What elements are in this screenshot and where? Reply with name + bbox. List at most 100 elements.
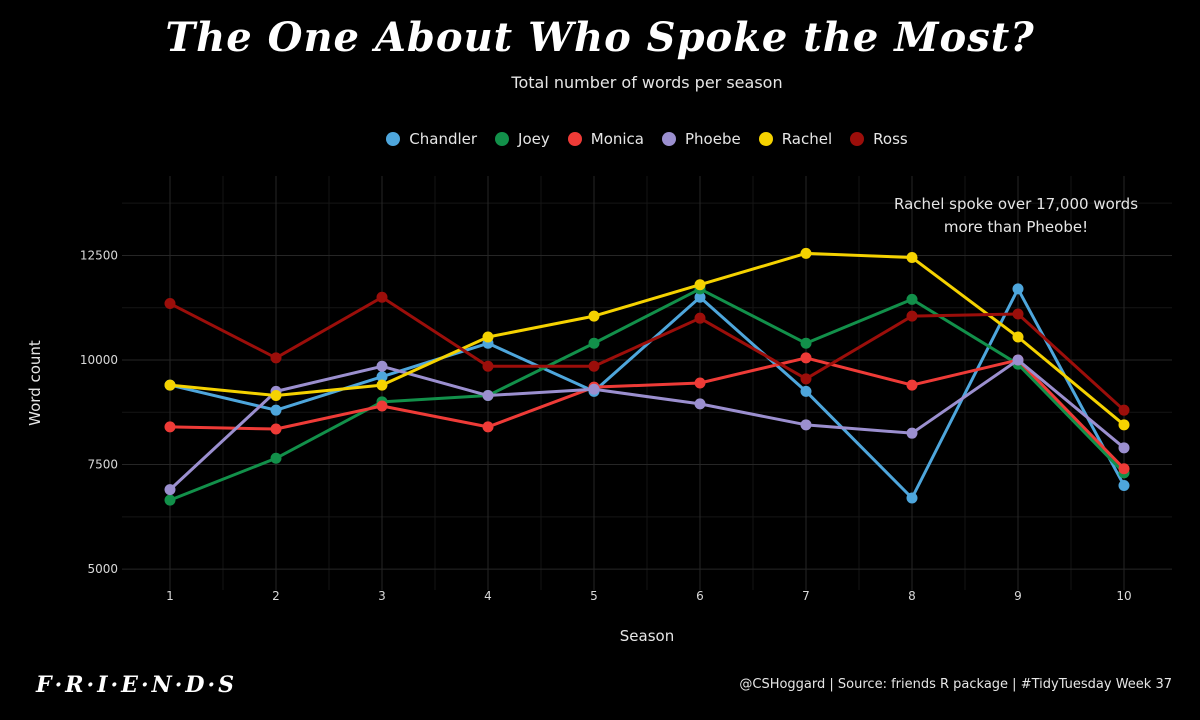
legend-swatch xyxy=(758,132,773,146)
data-point-ross xyxy=(1118,404,1130,416)
x-tick-label: 3 xyxy=(378,589,386,603)
data-point-rachel xyxy=(164,379,176,391)
legend-label: Rachel xyxy=(781,130,833,148)
legend: Chandler Joey Monica Phoebe Rachel Ross xyxy=(0,130,1200,148)
data-point-ross xyxy=(694,312,706,324)
series-line-rachel xyxy=(168,251,1126,427)
data-point-ross xyxy=(1012,308,1024,320)
annotation-line-2: more than Pheobe! xyxy=(943,218,1089,236)
data-point-chandler xyxy=(1118,479,1130,491)
y-tick-label: 7500 xyxy=(87,458,118,472)
legend-swatch xyxy=(495,132,510,146)
data-point-chandler xyxy=(376,371,388,383)
legend-label: Ross xyxy=(873,130,908,148)
x-tick-label: 1 xyxy=(166,589,174,603)
x-tick-label: 9 xyxy=(1014,589,1022,603)
data-point-ross xyxy=(270,352,282,364)
annotation: Rachel spoke over 17,000 words more than… xyxy=(880,193,1152,239)
x-axis-label: Season xyxy=(620,627,674,645)
series-line-monica xyxy=(168,356,1126,471)
series-line-chandler xyxy=(168,287,1126,500)
legend-item-phoebe: Phoebe xyxy=(662,130,741,148)
data-point-ross xyxy=(164,298,176,310)
legend-label: Chandler xyxy=(409,130,478,148)
data-point-monica xyxy=(270,423,282,435)
y-tick-label: 5000 xyxy=(87,562,118,576)
x-tick-label: 6 xyxy=(696,589,704,603)
data-point-joey xyxy=(270,452,282,464)
data-point-chandler xyxy=(800,385,812,397)
data-point-joey xyxy=(164,494,176,506)
x-tick-label: 5 xyxy=(590,589,598,603)
data-point-rachel xyxy=(588,310,600,322)
data-point-rachel xyxy=(694,279,706,291)
data-point-joey xyxy=(588,337,600,349)
data-point-monica xyxy=(482,421,494,433)
data-point-monica xyxy=(800,352,812,364)
y-tick-label: 12500 xyxy=(80,248,118,262)
x-tick-label: 4 xyxy=(484,589,492,603)
y-axis-label: Word count xyxy=(26,340,44,426)
data-point-rachel xyxy=(270,390,282,402)
data-point-ross xyxy=(588,360,600,372)
legend-item-chandler: Chandler xyxy=(386,130,477,148)
data-point-phoebe xyxy=(694,398,706,410)
data-point-chandler xyxy=(270,404,282,416)
legend-item-joey: Joey xyxy=(495,130,550,148)
data-point-ross xyxy=(906,310,918,322)
data-point-rachel xyxy=(906,252,918,264)
data-point-phoebe xyxy=(800,419,812,431)
data-point-monica xyxy=(1118,463,1130,475)
legend-swatch xyxy=(662,132,676,146)
y-tick-label: 10000 xyxy=(80,353,118,367)
data-point-rachel xyxy=(1118,419,1130,431)
data-point-phoebe xyxy=(482,390,494,402)
data-point-joey xyxy=(906,293,918,305)
data-point-phoebe xyxy=(588,383,600,395)
data-point-rachel xyxy=(482,331,494,343)
series-line-ross xyxy=(168,295,1126,412)
legend-item-ross: Ross xyxy=(850,130,908,148)
series-line-joey xyxy=(168,287,1126,502)
data-point-monica xyxy=(694,377,706,389)
data-point-phoebe xyxy=(376,360,388,372)
legend-label: Monica xyxy=(590,130,644,148)
data-point-chandler xyxy=(906,492,918,504)
legend-swatch xyxy=(850,132,865,146)
legend-swatch xyxy=(567,132,582,146)
x-tick-label: 7 xyxy=(802,589,810,603)
chart-title: The One About Who Spoke the Most? xyxy=(165,14,1035,61)
x-tick-label: 8 xyxy=(908,589,916,603)
data-point-phoebe xyxy=(1012,354,1024,366)
data-point-rachel xyxy=(1012,331,1024,343)
series-line-phoebe xyxy=(168,358,1126,492)
data-point-monica xyxy=(376,400,388,412)
data-point-ross xyxy=(800,373,812,385)
data-point-phoebe xyxy=(1118,442,1130,454)
chart-subtitle: Total number of words per season xyxy=(511,73,783,92)
data-point-monica xyxy=(906,379,918,391)
friends-logo: F·R·I·E·N·D·S xyxy=(36,672,237,698)
data-point-chandler xyxy=(694,291,706,303)
legend-label: Joey xyxy=(518,130,550,148)
annotation-line-1: Rachel spoke over 17,000 words xyxy=(893,195,1139,213)
x-tick-label: 10 xyxy=(1116,589,1131,603)
data-point-phoebe xyxy=(164,484,176,496)
legend-label: Phoebe xyxy=(685,130,741,148)
source-caption: @CSHoggard | Source: friends R package |… xyxy=(739,677,1172,692)
data-point-chandler xyxy=(1012,283,1024,295)
x-tick-label: 2 xyxy=(272,589,280,603)
data-point-joey xyxy=(800,337,812,349)
data-point-rachel xyxy=(376,379,388,391)
series-ross xyxy=(164,291,1130,416)
grid xyxy=(122,176,1172,590)
legend-swatch xyxy=(386,132,401,146)
data-point-monica xyxy=(164,421,176,433)
data-point-rachel xyxy=(800,247,812,259)
data-point-phoebe xyxy=(906,427,918,439)
data-point-ross xyxy=(376,291,388,303)
legend-item-monica: Monica xyxy=(567,130,644,148)
series-rachel xyxy=(164,247,1130,431)
data-point-ross xyxy=(482,360,494,372)
